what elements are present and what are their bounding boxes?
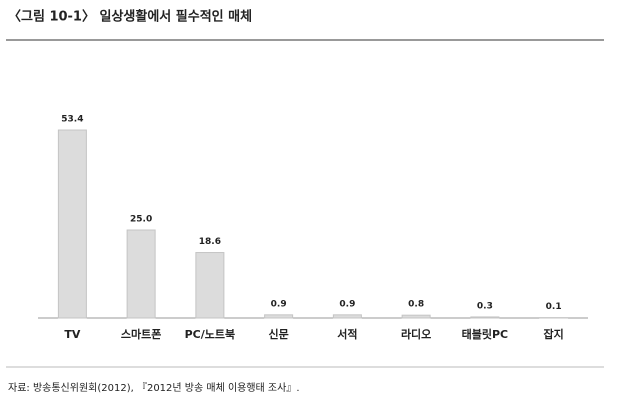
x-tick-label: 서적 xyxy=(337,327,357,341)
value-label: 18.6 xyxy=(199,237,221,247)
value-label: 0.9 xyxy=(271,299,287,309)
bar xyxy=(195,252,225,319)
x-tick-label: 라디오 xyxy=(401,327,431,341)
bar xyxy=(401,314,431,319)
bar xyxy=(126,229,156,319)
x-tick-label: 잡지 xyxy=(544,327,564,341)
source-note: 자료: 방송통신위원회(2012), 『2012년 방송 매체 이용행태 조사』… xyxy=(8,381,300,394)
value-label: 0.9 xyxy=(339,299,355,309)
value-label: 0.3 xyxy=(477,301,493,311)
x-tick-label: 신문 xyxy=(269,327,289,341)
bar xyxy=(470,316,500,319)
x-tick-label: 스마트폰 xyxy=(121,327,161,341)
value-label: 0.8 xyxy=(408,300,424,310)
bar xyxy=(57,129,87,319)
bar xyxy=(332,314,362,319)
x-tick-label: 태블릿PC xyxy=(462,327,509,341)
x-tick-label: PC/노트북 xyxy=(185,327,236,341)
value-label: 0.1 xyxy=(546,302,562,312)
value-label: 53.4 xyxy=(61,115,83,125)
x-tick-label: TV xyxy=(64,328,81,341)
chart-title: 〈그림 10-1〉 일상생활에서 필수적인 매체 xyxy=(8,9,252,25)
bar xyxy=(264,314,294,319)
value-label: 25.0 xyxy=(130,215,152,225)
